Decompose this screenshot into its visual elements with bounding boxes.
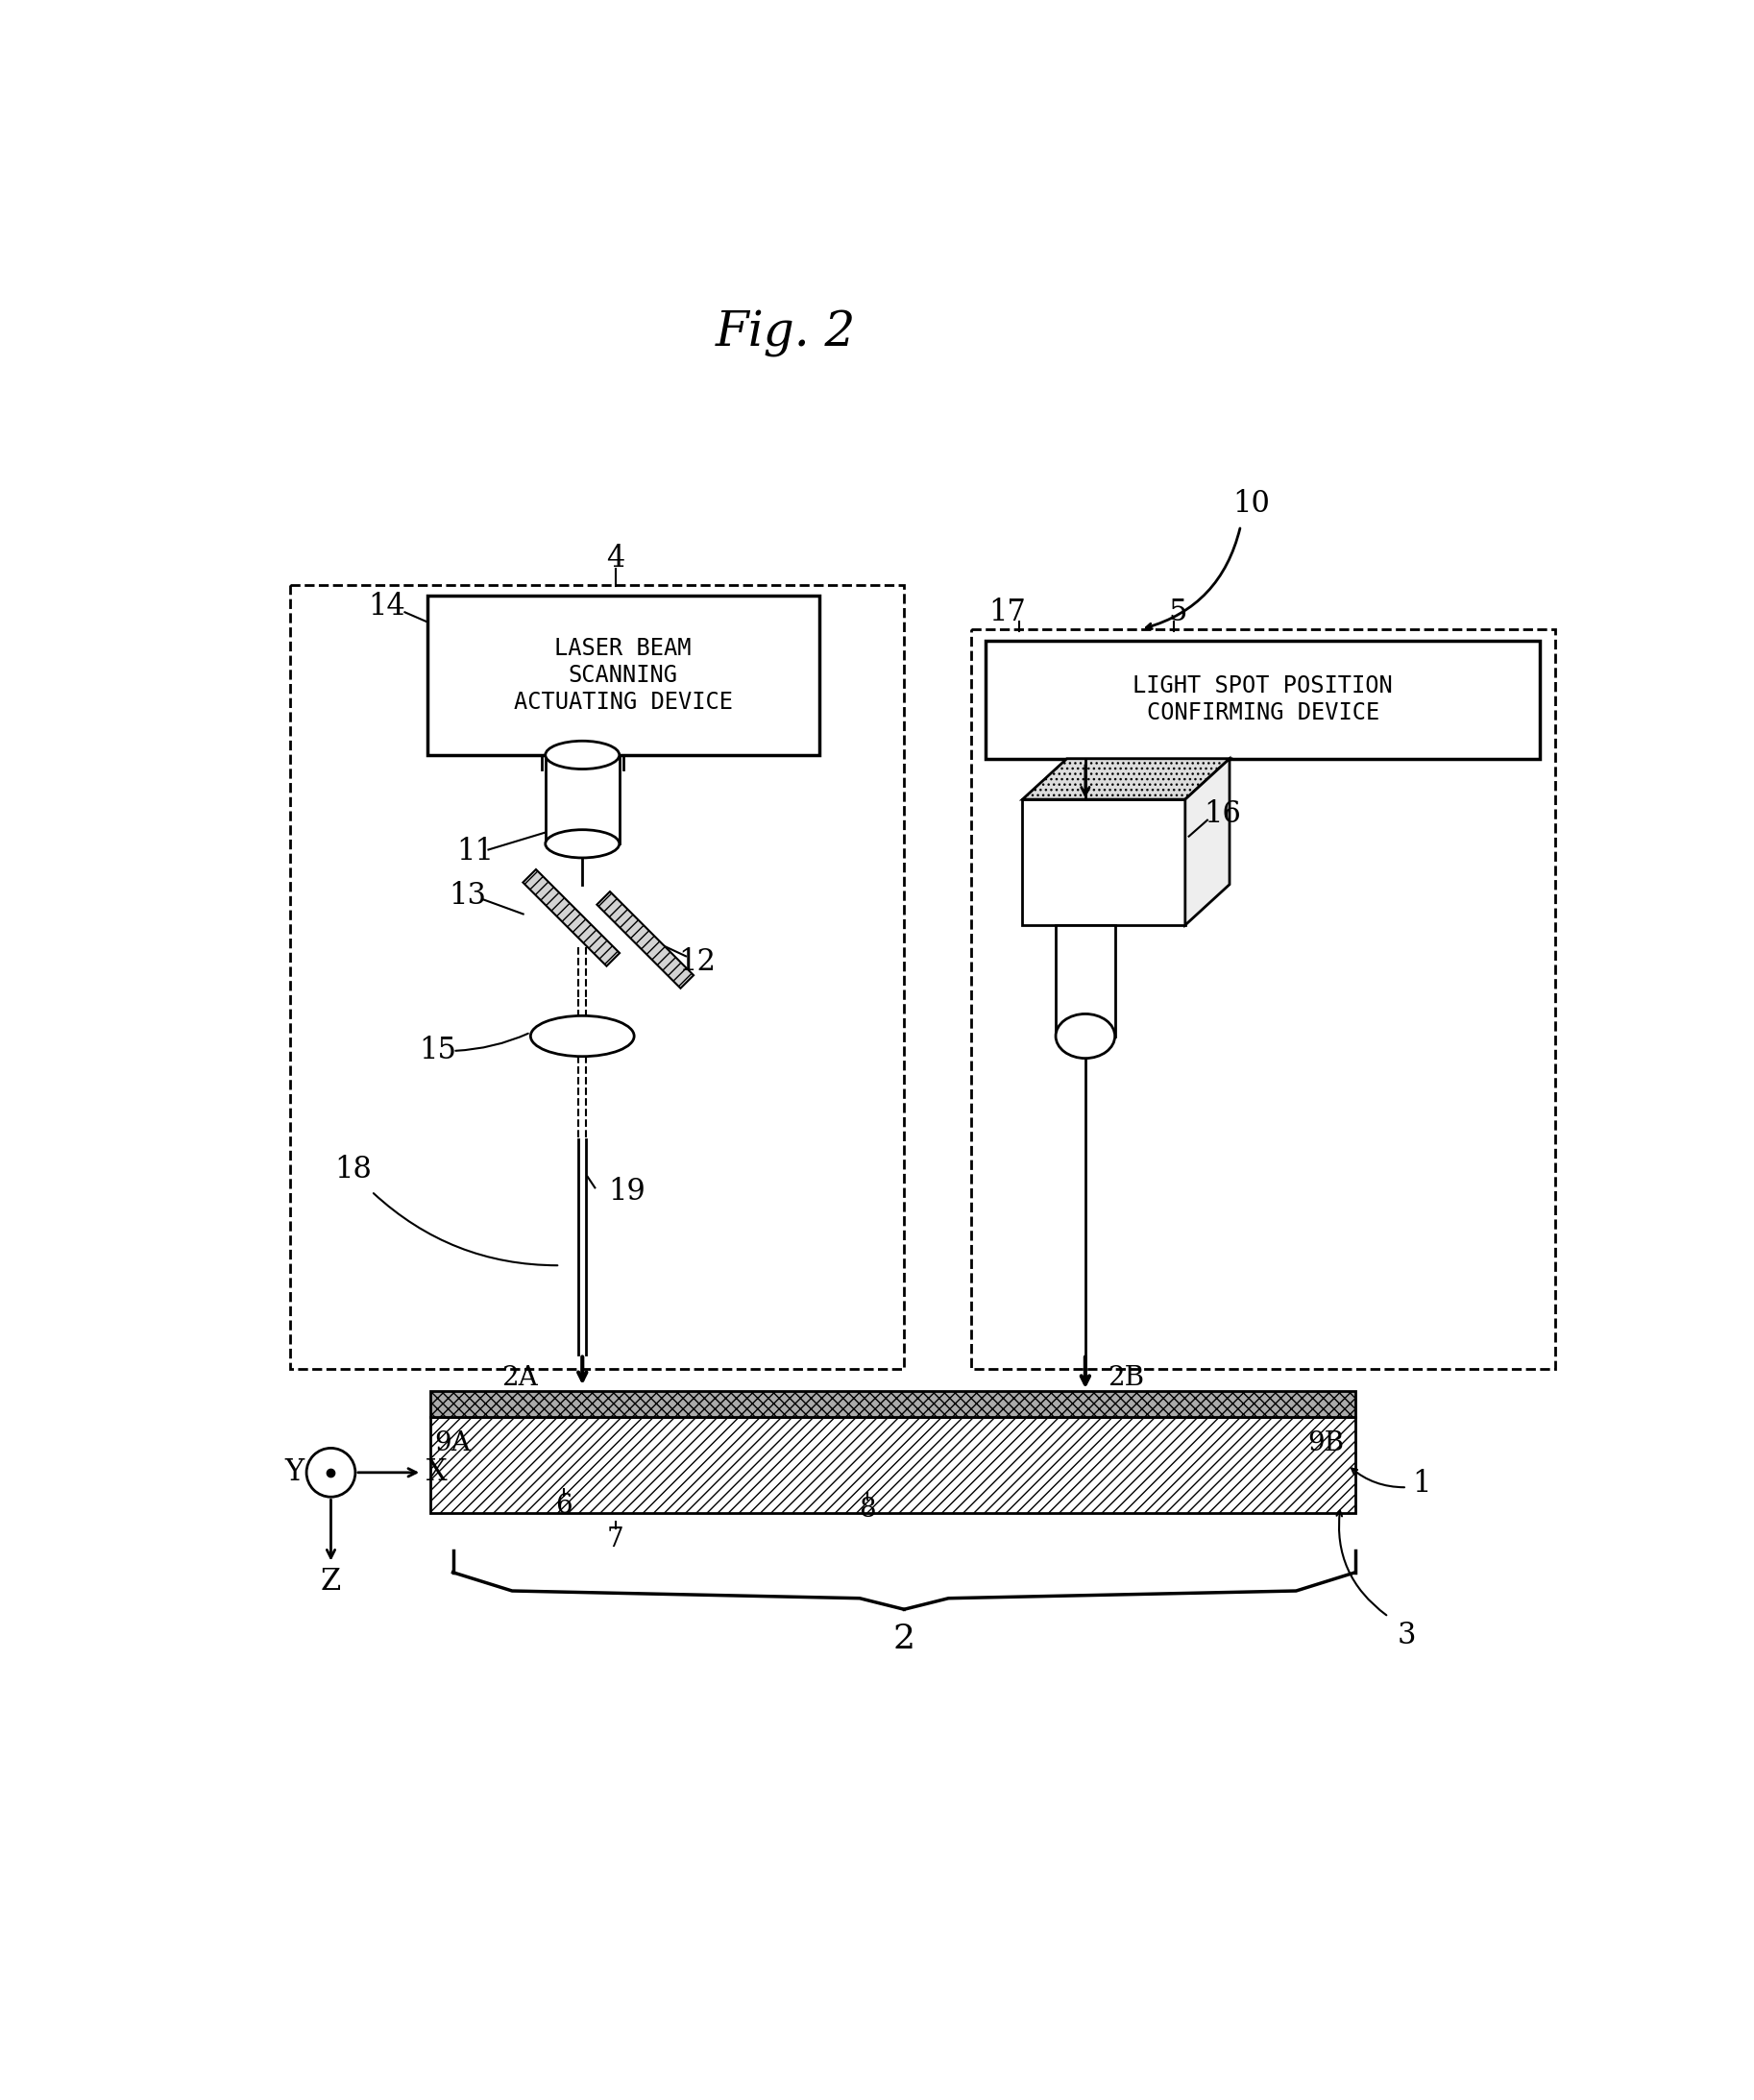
Text: 6: 6 xyxy=(556,1493,572,1518)
Text: X: X xyxy=(426,1457,447,1487)
Text: 4: 4 xyxy=(607,544,624,573)
Text: 13: 13 xyxy=(449,880,486,911)
Bar xyxy=(970,630,1556,1369)
Text: 1: 1 xyxy=(1412,1468,1431,1499)
Polygon shape xyxy=(1023,758,1230,800)
Text: Y: Y xyxy=(284,1457,303,1487)
Bar xyxy=(1023,800,1186,926)
Text: 8: 8 xyxy=(859,1497,875,1522)
Polygon shape xyxy=(1186,758,1230,926)
Text: 9B: 9B xyxy=(1307,1430,1344,1455)
Text: 3: 3 xyxy=(1398,1621,1417,1651)
Ellipse shape xyxy=(545,830,619,857)
Ellipse shape xyxy=(1056,1014,1116,1058)
Text: Z: Z xyxy=(321,1567,340,1596)
Text: 12: 12 xyxy=(679,947,716,977)
Text: 5: 5 xyxy=(1168,596,1187,628)
Bar xyxy=(1056,926,1116,1035)
Ellipse shape xyxy=(545,741,619,769)
Ellipse shape xyxy=(530,1016,635,1056)
Bar xyxy=(289,586,903,1369)
Text: 2: 2 xyxy=(893,1623,916,1655)
Bar xyxy=(431,1418,1356,1514)
Text: 9A: 9A xyxy=(435,1430,472,1455)
Text: 7: 7 xyxy=(607,1527,624,1552)
Text: LASER BEAM
SCANNING
ACTUATING DEVICE: LASER BEAM SCANNING ACTUATING DEVICE xyxy=(514,636,733,714)
Ellipse shape xyxy=(307,1449,356,1497)
Text: 2A: 2A xyxy=(502,1365,538,1390)
Bar xyxy=(545,756,619,844)
Polygon shape xyxy=(596,892,693,989)
Text: 2B: 2B xyxy=(1109,1365,1144,1390)
Bar xyxy=(426,596,819,756)
Text: 17: 17 xyxy=(989,596,1026,628)
Polygon shape xyxy=(523,869,619,966)
Text: 14: 14 xyxy=(368,592,405,622)
Bar xyxy=(431,1390,1356,1418)
Text: 10: 10 xyxy=(1233,489,1270,519)
Text: LIGHT SPOT POSITION
CONFIRMING DEVICE: LIGHT SPOT POSITION CONFIRMING DEVICE xyxy=(1133,674,1393,724)
Bar xyxy=(986,640,1540,758)
Text: 16: 16 xyxy=(1203,800,1240,830)
Text: 19: 19 xyxy=(609,1176,645,1205)
Text: 18: 18 xyxy=(335,1155,372,1184)
Text: Fig. 2: Fig. 2 xyxy=(716,309,856,357)
Text: 11: 11 xyxy=(456,836,495,865)
Text: 15: 15 xyxy=(419,1035,456,1067)
